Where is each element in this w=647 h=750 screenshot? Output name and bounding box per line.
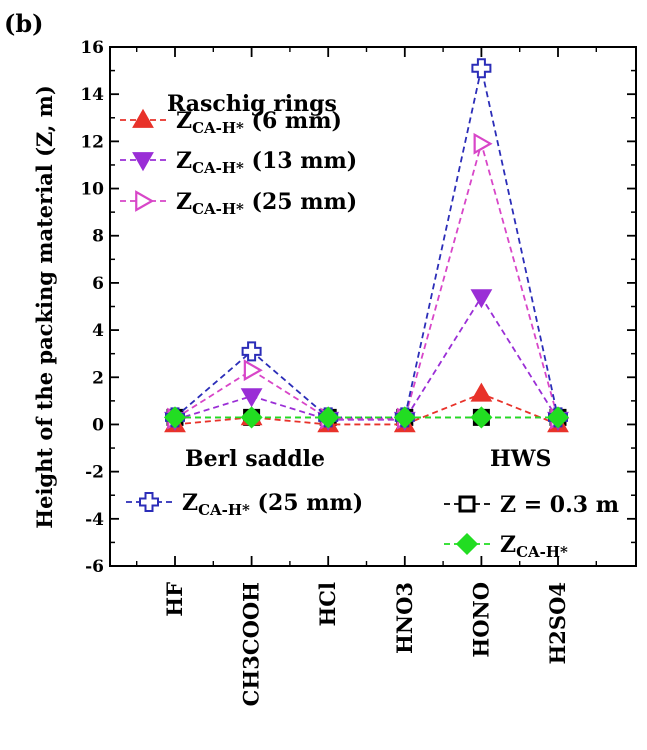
y-tick-label: 2 [92,368,104,388]
data-point [473,132,493,155]
data-point [317,406,340,429]
legend-label-tail: (25 mm) [250,490,363,516]
data-point [163,406,187,429]
data-point [241,341,262,362]
data-point [240,406,263,429]
y-tick-label: -6 [85,557,104,577]
legend-label-tail: (13 mm) [244,148,357,174]
legend-label: ZCA-H* (25 mm) [182,490,363,519]
y-tick-label: 14 [80,85,104,105]
legend-marker [135,190,155,212]
data-point [546,406,570,429]
legend-label-main: Z [182,490,198,516]
legend-label: ZCA-H* (25 mm) [176,189,357,218]
y-tick-label: 6 [92,274,104,294]
data-point [470,406,493,429]
x-tick-label: H2SO4 [545,582,570,665]
legend-label-subscript: CA-H* [192,159,244,177]
legend-entry: Z = 0.3 m [444,492,619,518]
data-point [243,359,263,382]
y-tick-label: 12 [80,132,104,152]
y-tick-label: 16 [80,38,104,58]
legend-entry: ZCA-H* (13 mm) [120,148,357,177]
legend-label: ZCA-H* (13 mm) [176,148,357,177]
legend-label-main: Z [500,532,516,558]
series-line [174,392,559,426]
legend-label-tail: (25 mm) [244,189,357,215]
series-0 [164,382,569,433]
legend-label-main: Z [176,108,192,134]
legend-group-title: HWS [490,446,551,472]
legend-marker [458,495,476,513]
y-tick-label: -4 [85,510,104,530]
data-point [240,388,263,408]
y-tick-label: 4 [92,321,104,341]
x-tick-label: CH3COOH [239,582,264,706]
legend-entry: ZCA-H* [444,532,568,561]
x-tick-label: HF [162,582,187,617]
legend-label-main: Z = 0.3 m [500,492,619,518]
legend-marker [132,108,154,128]
data-point [470,382,493,402]
y-axis-label: Height of the packing material (Z, m) [32,85,57,529]
legend-group-title: Berl saddle [185,446,325,472]
legend-marker [455,532,479,556]
legend-marker [132,152,154,172]
legend-label: Z = 0.3 m [500,492,619,518]
y-tick-label: 8 [92,227,104,247]
panel-label: (b) [4,9,44,38]
data-point [470,289,493,309]
legend-marker [139,492,159,512]
y-tick-label: 0 [92,415,104,435]
x-tick-label: HNO3 [392,582,417,654]
legend-entry: ZCA-H* (25 mm) [126,490,363,519]
legend-entry: ZCA-H* (25 mm) [120,189,357,218]
legend-label-main: Z [176,189,192,215]
legend-entry: ZCA-H* (6 mm) [120,108,342,137]
legend-label-main: Z [176,148,192,174]
data-point [393,406,416,429]
series-line [174,295,559,421]
legend-label-tail: (6 mm) [244,108,342,134]
series-line [174,140,559,420]
data-point [471,58,492,79]
y-tick-label: -2 [85,463,104,483]
x-tick-label: HCl [315,582,340,627]
legend-label: ZCA-H* [500,532,568,561]
legend-label-subscript: CA-H* [192,119,244,137]
series-5 [163,406,570,429]
series-2 [167,132,570,430]
legend-label-subscript: CA-H* [516,543,568,561]
series-1 [164,289,569,431]
legend-label-subscript: CA-H* [192,200,244,218]
legend-group-title: Raschig rings [167,91,337,117]
legend-label: ZCA-H* (6 mm) [176,108,342,137]
plot-area: -6 -4 -2 0 2 4 6 8 10 12 14 16 HF CH3COOH HCl HNO3 HONO H… [80,38,637,706]
x-tick-label: HONO [468,582,493,658]
legend-label-subscript: CA-H* [198,501,250,519]
y-tick-label: 10 [80,180,104,200]
